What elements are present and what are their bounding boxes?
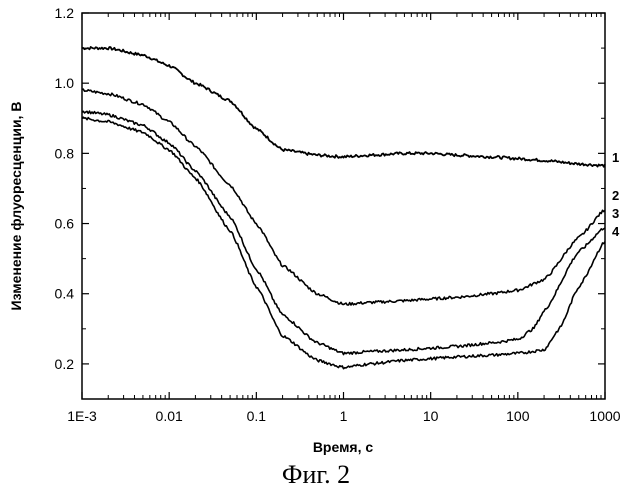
- figure-caption: Фиг. 2: [0, 460, 632, 490]
- y-tick-label: 0.2: [55, 356, 75, 372]
- series-label-3: 3: [612, 206, 619, 221]
- axis-tick-labels: 1E-3 0.01 0.1 1 10 100 1000 0.2 0.4 0.6 0.8 1.0 1.2: [55, 5, 621, 424]
- y-tick-label: 1.0: [55, 75, 75, 91]
- series-label-1: 1: [612, 150, 619, 165]
- series-line-3: [82, 111, 605, 355]
- series-lines: [82, 47, 605, 369]
- chart: 1E-30.010.111010010000.20.40.60.81.01.2 …: [0, 0, 632, 455]
- y-axis-title: Изменение флуоресценции, В: [8, 102, 24, 311]
- series-line-2: [82, 89, 605, 305]
- series-line-4: [82, 117, 605, 369]
- x-tick-label: 1E-3: [67, 408, 97, 424]
- series-line-1: [82, 47, 605, 167]
- x-tick-label: 1: [340, 408, 348, 424]
- series-label-4: 4: [612, 224, 620, 239]
- x-tick-label: 10: [423, 408, 439, 424]
- x-tick-label: 100: [506, 408, 530, 424]
- series-label-2: 2: [612, 188, 619, 203]
- axis-ticks: [82, 13, 605, 399]
- series-labels: 1 2 3 4: [612, 150, 620, 239]
- x-tick-label: 0.01: [156, 408, 183, 424]
- y-tick-label: 0.8: [55, 145, 75, 161]
- y-tick-label: 0.4: [55, 286, 75, 302]
- x-tick-label: 1000: [589, 408, 620, 424]
- x-axis-title: Время, с: [313, 439, 374, 455]
- y-tick-label: 0.6: [55, 216, 75, 232]
- x-tick-label: 0.1: [247, 408, 267, 424]
- plot-frame: [82, 13, 605, 399]
- y-tick-label: 1.2: [55, 5, 75, 21]
